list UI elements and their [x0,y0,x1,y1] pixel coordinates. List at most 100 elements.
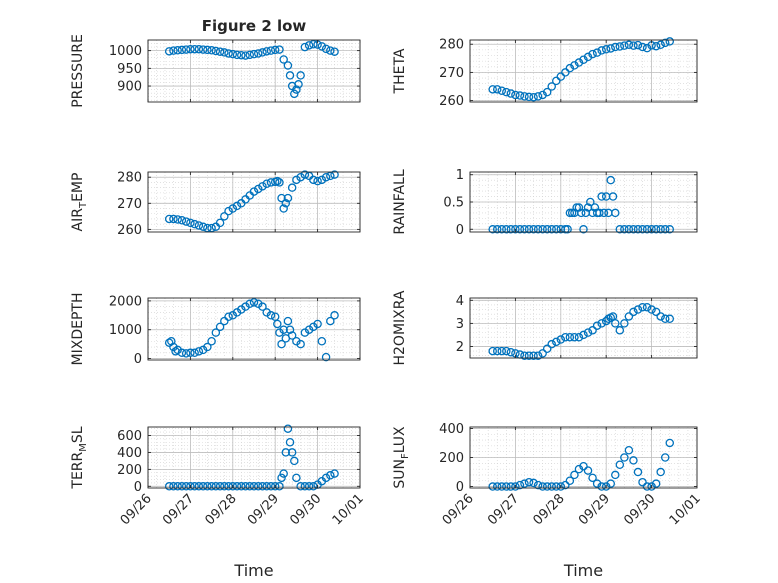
data-point [538,482,547,491]
y-tick-label: 270 [439,66,464,81]
data-point [542,87,552,97]
data-point [330,47,339,56]
data-point [245,482,255,491]
data-point [321,352,331,362]
data-point [656,225,665,234]
y-tick-label: 280 [117,171,142,186]
data-point [529,225,538,234]
data-point [190,482,199,491]
y-tick-label: 3 [456,317,464,332]
data-point [492,225,502,234]
data-series [164,298,339,362]
data-point [287,448,297,457]
data-point [330,170,339,179]
data-point [611,470,620,480]
data-point [606,479,615,488]
data-point [232,50,242,60]
data-point [190,44,199,54]
subplot-pressure: 900 950 1000 PRESSURE Figure 2 low [70,17,361,108]
data-point [186,44,195,54]
data-point [524,477,534,487]
data-point [224,312,233,321]
data-point [647,305,656,314]
y-tick-label: 260 [117,223,142,238]
data-point [266,46,276,55]
data-point [552,337,561,347]
y-tick-label: 400 [117,446,142,461]
data-point [283,193,293,203]
data-point [275,482,284,491]
data-point [275,328,284,337]
y-tick-label: 900 [117,80,142,95]
data-point [511,225,520,234]
data-point [579,330,588,340]
data-series [488,175,675,234]
data-point [592,48,602,57]
data-point [606,175,615,185]
data-point [296,71,305,80]
data-point [588,49,597,59]
data-point [249,187,259,196]
data-point [552,225,561,234]
data-point [173,482,182,491]
data-point [665,37,675,46]
data-point [232,201,242,211]
data-point [556,72,566,81]
data-point [502,225,511,234]
data-point [270,482,280,491]
data-point [492,346,502,356]
y-tick-label: 0 [134,480,142,495]
axes-box [147,39,361,103]
data-point [642,43,652,53]
data-point [524,92,534,102]
x-tick-label: 09/27 [485,491,522,528]
data-point [547,82,556,91]
x-tick-label: 10/01 [330,491,367,528]
data-point [542,225,552,234]
x-tick-label: 10/01 [667,491,704,528]
data-point [279,325,288,334]
data-series [164,424,339,491]
data-point [228,49,238,59]
data-point [317,175,327,185]
data-point [194,221,204,230]
data-point [253,299,263,309]
y-tick-label: 950 [117,62,142,77]
y-axis-label: PRESSURE [70,34,86,108]
y-axis-label: H2OMIXRA [392,290,408,365]
data-point [533,92,543,101]
data-point [215,47,225,56]
data-point [561,332,570,342]
data-point [620,319,629,328]
data-point [611,42,620,52]
data-point [285,71,295,80]
data-point [488,85,497,94]
data-point [292,337,301,346]
data-point [597,482,606,491]
data-point [262,47,271,56]
subplot-sun-flux: 0 200 400 09/26 09/27 09/28 09/29 09/30 10/01 SUN… [392,422,704,580]
data-point [211,482,221,491]
data-point [574,203,584,212]
data-point [660,453,670,462]
data-point [220,482,229,491]
data-series [488,438,675,491]
data-point [224,49,233,58]
data-point [237,305,246,314]
data-point [488,225,497,234]
data-point [574,332,584,342]
data-point [198,345,208,355]
y-tick-label: 0 [456,223,464,238]
subplot-theta: 260 270 280 THETA [392,37,698,109]
data-point [665,225,675,234]
data-point [292,473,301,483]
data-point [615,326,625,335]
data-point [258,482,267,491]
data-point [281,448,291,457]
data-point [552,482,561,491]
data-point [556,335,566,344]
y-tick-label: 260 [439,94,464,109]
x-axis-label: Time [233,561,273,580]
y-tick-label: 2000 [109,294,142,309]
data-point [586,197,595,207]
